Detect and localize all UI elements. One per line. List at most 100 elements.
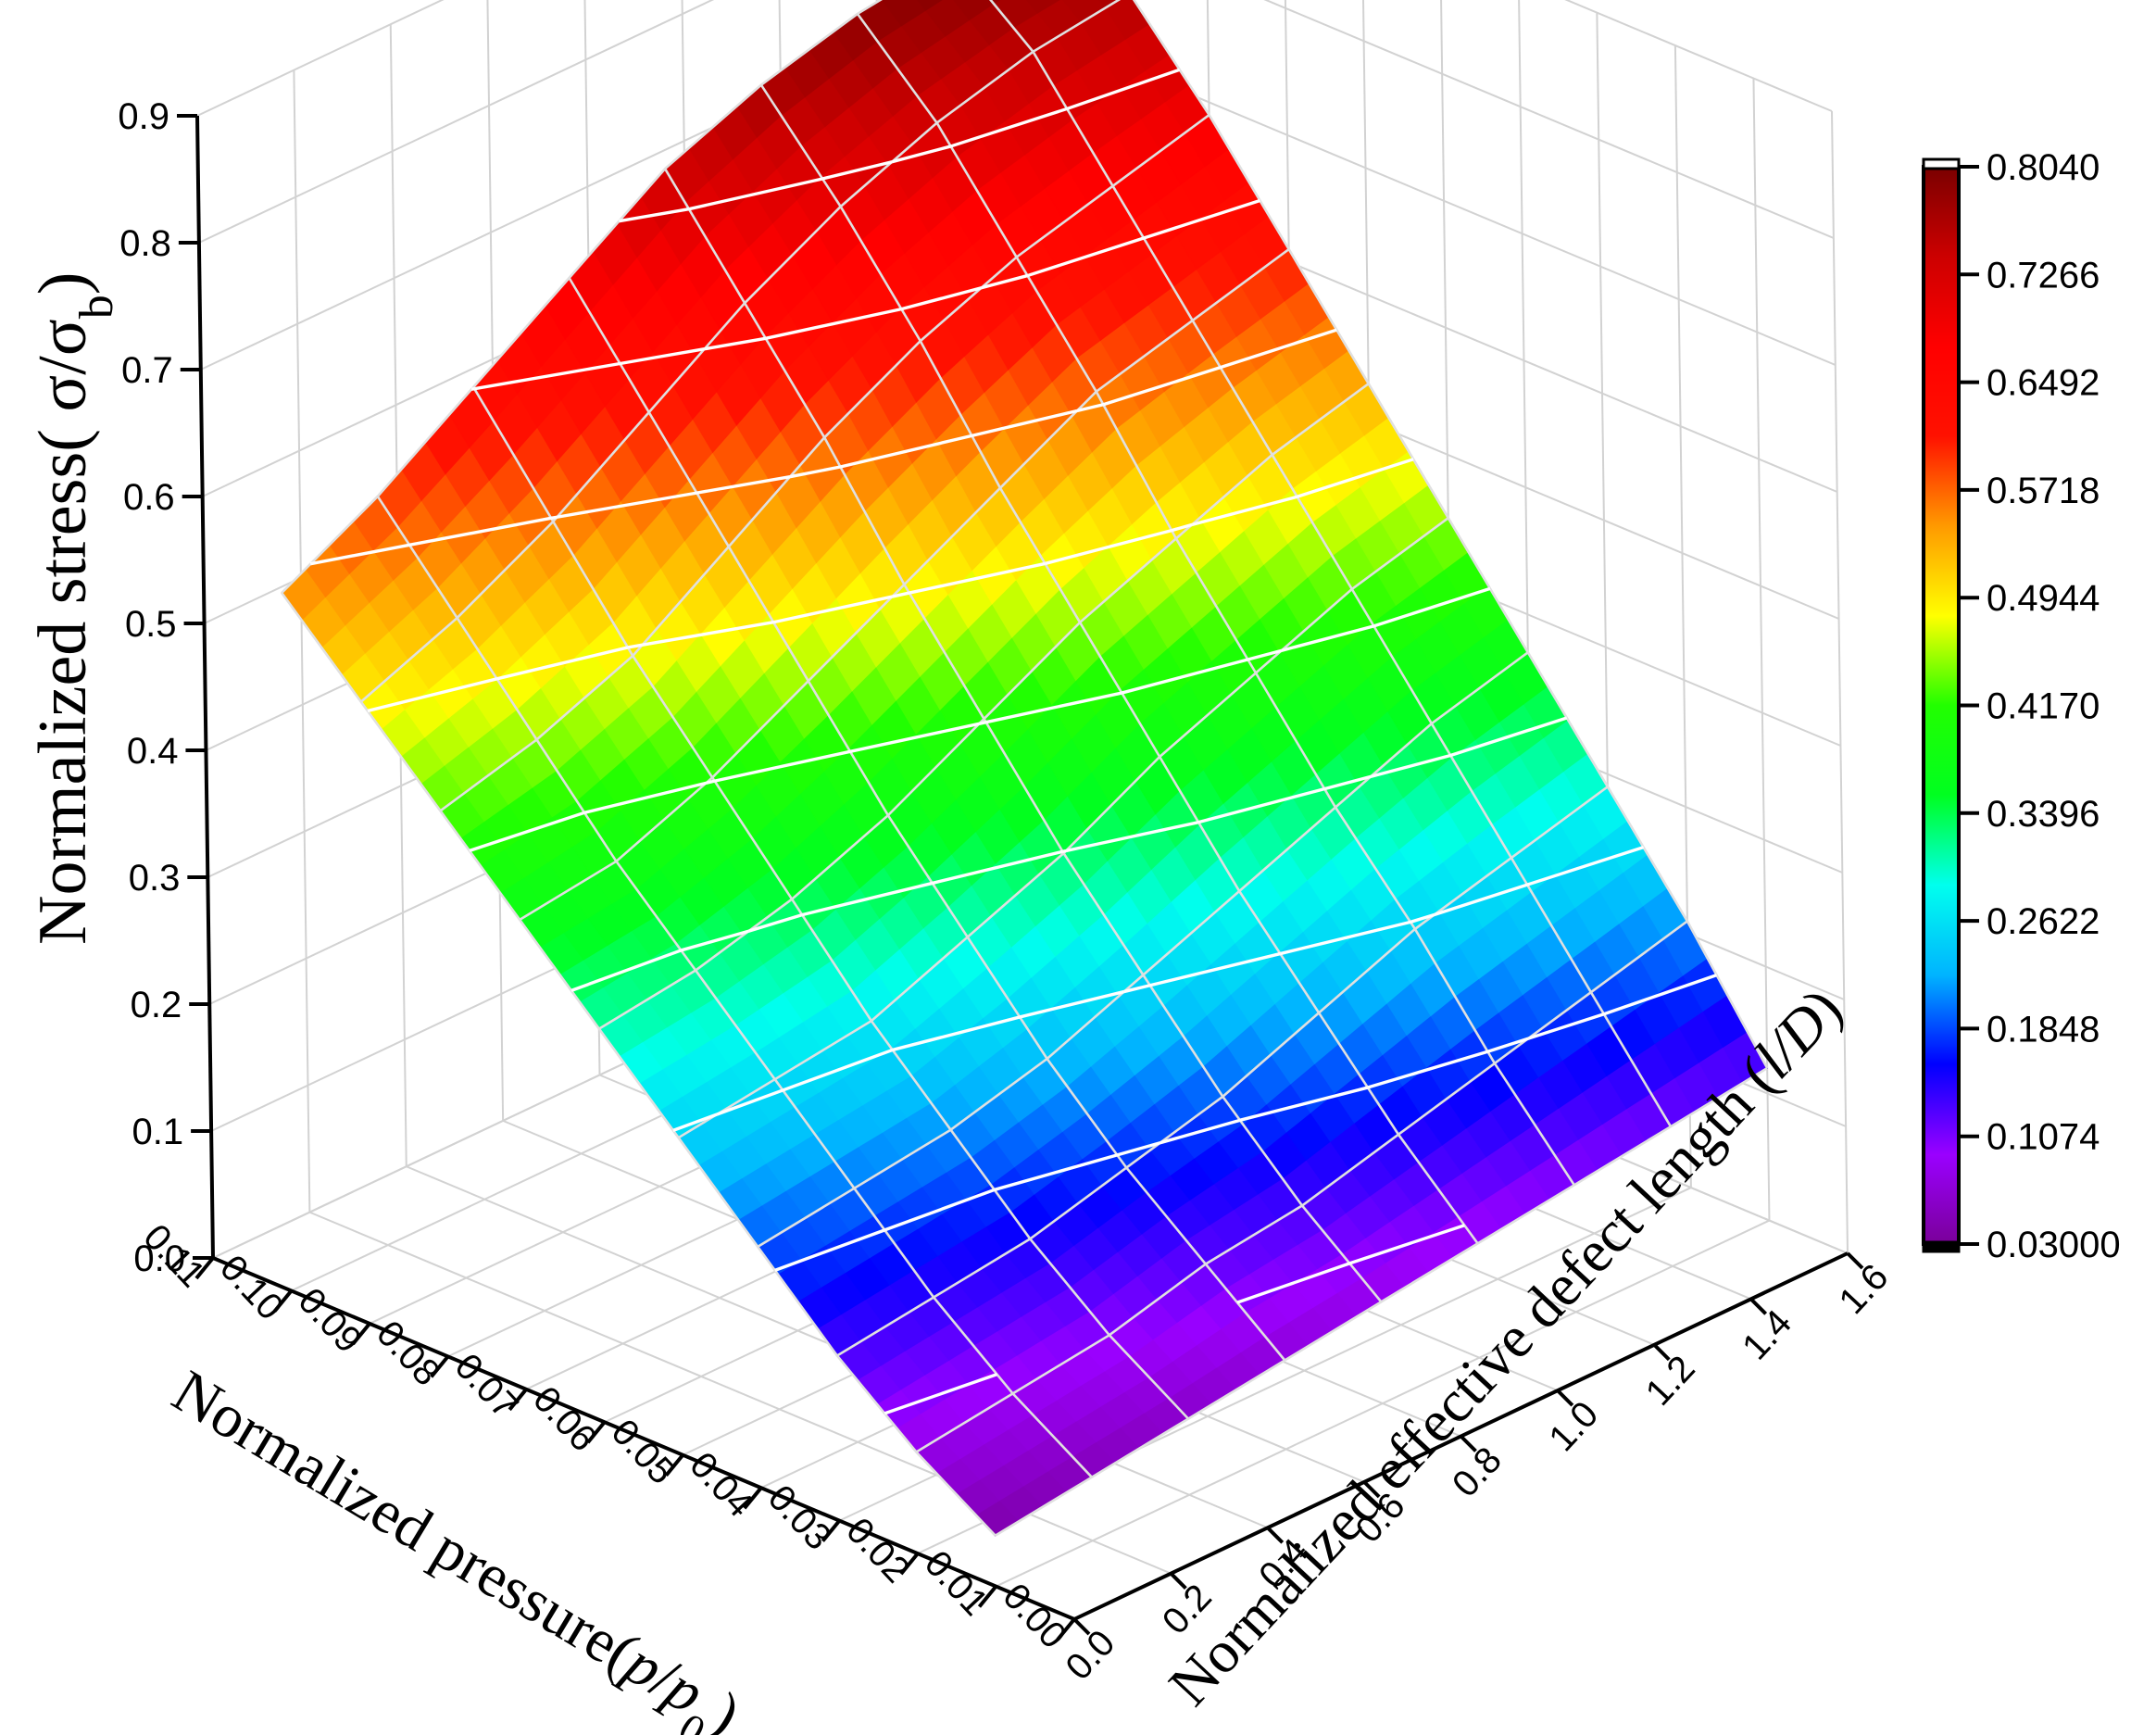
x-tick-label: 0.06 [525, 1378, 604, 1459]
contour-line [1197, 786, 1325, 824]
x-axis-title: Normalized pressure(p/p0) [152, 1357, 752, 1735]
surface-patch [881, 0, 927, 27]
grid-line [1752, 78, 1771, 1221]
mesh-line [677, 517, 1449, 1139]
mesh-line [519, 248, 1290, 922]
mesh-line [281, 0, 884, 594]
contour-line [672, 1113, 718, 1132]
z-tick-label: 0.3 [129, 858, 181, 899]
z-tick-label: 0.5 [125, 604, 177, 645]
mesh-line [663, 168, 1383, 1303]
mesh-line [281, 592, 997, 1537]
colorbar-label: 0.6492 [1987, 363, 2100, 404]
contour-line [688, 177, 823, 211]
contour-line [884, 1373, 998, 1415]
contour-line [849, 722, 980, 754]
grid-line [198, 0, 715, 244]
x-tick-label: 0.09 [290, 1280, 369, 1361]
grid-line [1263, 0, 1835, 239]
mesh-line [856, 13, 1575, 1187]
contour-line [716, 1088, 783, 1116]
contour-line [714, 749, 851, 783]
y-tick-label: 1.4 [1735, 1302, 1799, 1368]
contour-line [774, 1228, 885, 1272]
x-tick-mark [1056, 1617, 1076, 1641]
contour-line [772, 595, 893, 624]
x-tick-mark [508, 1388, 528, 1412]
mesh-line [757, 651, 1529, 1249]
contour-line [680, 929, 749, 952]
contour-line [619, 207, 690, 223]
contour-line [1116, 1141, 1161, 1157]
grid-line [293, 69, 311, 1213]
x-tick-mark [977, 1585, 998, 1608]
contour-line [1373, 586, 1491, 628]
x-tick-label: 0.07 [446, 1346, 525, 1427]
x-tick-label: 0.03 [760, 1477, 839, 1558]
z-tick-label: 0.4 [127, 731, 179, 772]
x-tick-label: 0.10 [212, 1248, 291, 1328]
contour-line [570, 949, 682, 992]
colorbar-label: 0.3396 [1987, 794, 2100, 835]
contour-line [1526, 845, 1645, 886]
contour-line [473, 361, 620, 391]
x-tick-mark [743, 1486, 763, 1510]
contour-line [1220, 328, 1337, 370]
y-tick-mark [1652, 1343, 1671, 1362]
mesh-line [439, 114, 1210, 812]
surface-patch [924, 0, 971, 37]
colorbar-labels: 0.8040 0.7266 0.6492 0.5718 0.4944 0.4170 0.33… [1959, 147, 2121, 1265]
z-axis-line [195, 115, 215, 1259]
contour-line [557, 491, 697, 519]
contour-line [1026, 236, 1145, 278]
y-tick-mark [1556, 1389, 1574, 1407]
colorbar-label: 0.5718 [1987, 471, 2100, 511]
z-tick-label: 0.8 [119, 223, 171, 264]
contour-line [620, 347, 705, 366]
contour-line [705, 779, 716, 786]
contour-line [1143, 198, 1260, 240]
x-tick-label: 0.11 [135, 1216, 212, 1295]
contour-line [884, 1188, 996, 1232]
x-tick-mark [272, 1289, 294, 1313]
contour-line [1123, 984, 1151, 994]
contour-line [1486, 1037, 1529, 1053]
colorbar-label: 0.2622 [1987, 901, 2100, 942]
contour-line [309, 543, 410, 566]
contour-line [891, 145, 952, 164]
contour-line [367, 677, 497, 713]
contour-line [496, 646, 629, 681]
contour-line [994, 1153, 1118, 1192]
contour-line [1281, 624, 1374, 652]
z-tick-label: 0.2 [131, 985, 182, 1025]
contour-line [747, 912, 803, 933]
colorbar-label: 0.4944 [1987, 578, 2100, 619]
contour-line [789, 465, 841, 479]
y-tick-label: 1.2 [1638, 1348, 1703, 1414]
y-tick-mark [1362, 1480, 1381, 1499]
x-tick-mark [821, 1519, 841, 1542]
x-tick-label: 0.00 [995, 1576, 1073, 1656]
y-tick-mark [1072, 1617, 1091, 1636]
z-tick-label: 0.9 [118, 96, 169, 137]
contour-line [1171, 522, 1193, 533]
contour-line [550, 515, 558, 521]
contour-line [1065, 821, 1199, 853]
surface-patch [1025, 0, 1060, 14]
contour-line [909, 561, 1046, 595]
contour-line [892, 1015, 1021, 1052]
colorbar-label: 0.1848 [1987, 1009, 2100, 1050]
x-tick-mark [430, 1355, 450, 1378]
colorbar-label: 0.4170 [1987, 686, 2100, 727]
mesh-line [598, 383, 1370, 1030]
contour-line [932, 849, 1063, 886]
mesh-line [836, 786, 1609, 1357]
mesh-line [995, 1066, 1768, 1537]
contour-line [801, 881, 934, 917]
mesh-line [1132, 0, 1769, 1069]
contour-line [1045, 528, 1172, 566]
x-axis-line [212, 1256, 1075, 1621]
surface-patch [953, 0, 995, 21]
